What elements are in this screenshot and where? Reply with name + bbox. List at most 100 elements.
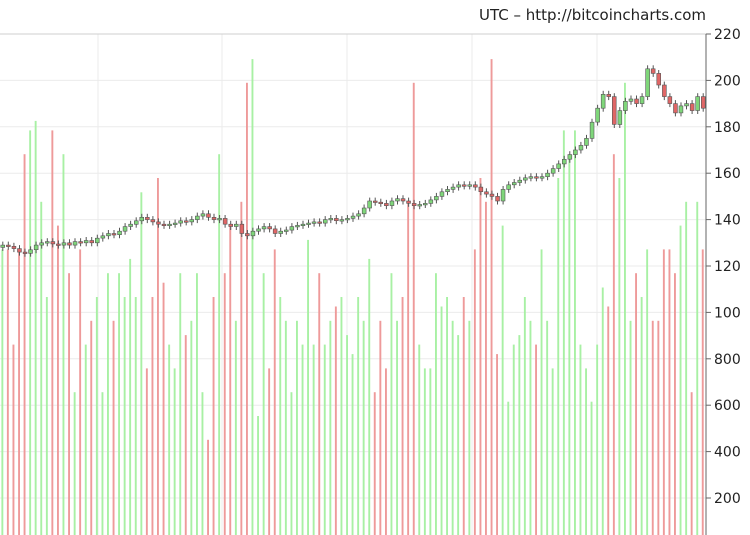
candle-body	[195, 215, 200, 220]
candle-body	[422, 203, 428, 206]
volume-bar	[590, 401, 593, 535]
volume-bar	[485, 201, 487, 535]
candle-body	[678, 105, 684, 114]
candle-body	[439, 191, 445, 197]
candle-body	[217, 218, 222, 221]
volume-bar	[273, 249, 276, 535]
candle-body	[606, 94, 611, 97]
candle-body	[106, 233, 111, 237]
candle-body	[44, 241, 50, 244]
volume-bar	[51, 130, 54, 535]
volume-bar	[523, 297, 526, 535]
y-tick-label: 800	[714, 352, 741, 368]
volume-bar	[79, 249, 82, 535]
volume-bar	[546, 320, 549, 535]
volume-bar	[34, 120, 37, 535]
volume-bar	[168, 344, 171, 535]
candle-body	[595, 107, 600, 123]
volume-bar	[690, 392, 693, 535]
candle-body	[573, 149, 578, 155]
candle-body	[172, 222, 178, 225]
volume-bar	[496, 354, 498, 535]
volume-bar	[579, 344, 582, 535]
candle-body	[22, 251, 28, 254]
volume-bar	[279, 297, 282, 535]
candle-body	[467, 184, 472, 187]
volume-bar	[162, 282, 165, 535]
candle-body	[189, 219, 195, 223]
candle-body	[411, 203, 417, 206]
volume-bar	[362, 320, 365, 535]
volume-bar	[68, 273, 70, 535]
volume-bar	[373, 392, 376, 535]
candle-body	[67, 242, 72, 246]
volume-bar	[651, 320, 654, 535]
candle-body	[39, 242, 44, 246]
volume-bar	[701, 249, 704, 535]
candle-body	[278, 230, 283, 234]
candle-body	[561, 159, 567, 165]
candle-body	[361, 207, 367, 215]
candle-body	[228, 223, 234, 227]
volume-bar	[290, 392, 293, 535]
candle-body	[589, 121, 595, 139]
y-tick-label: 400	[714, 445, 741, 461]
volume-bar	[62, 154, 65, 535]
candle-body	[283, 229, 289, 232]
volume-bar	[668, 249, 671, 535]
volume-bar	[173, 368, 176, 535]
candle-body	[528, 176, 534, 179]
volume-bar	[440, 306, 443, 535]
candle-body	[428, 199, 434, 204]
candle-body	[434, 196, 439, 201]
volume-bar	[218, 154, 221, 535]
candle-body	[545, 172, 550, 177]
candle-body	[156, 221, 161, 225]
y-tick-label: 200	[714, 491, 741, 507]
candle-body	[400, 198, 406, 202]
source-label: UTC – http://bitcoincharts.com	[478, 6, 706, 24]
candle-body	[245, 233, 250, 237]
volume-bar	[12, 344, 15, 535]
volume-bar	[423, 368, 426, 535]
candle-body	[617, 110, 623, 125]
candle-body	[417, 204, 422, 207]
volume-bar	[629, 320, 632, 535]
candle-body	[322, 219, 328, 224]
candle-body	[250, 230, 256, 237]
volume-bar	[284, 320, 287, 535]
candle-body	[539, 176, 545, 179]
candle-body	[634, 98, 639, 104]
candle-body	[6, 244, 11, 247]
volume-bar	[257, 416, 259, 535]
volume-bar	[585, 368, 587, 535]
candle-body	[578, 145, 584, 151]
candle-body	[673, 103, 678, 114]
volume-bar	[329, 320, 332, 535]
volume-bar	[84, 344, 87, 535]
candle-body	[456, 184, 461, 188]
volume-bar	[296, 320, 298, 535]
candle-body	[395, 198, 400, 202]
candle-body	[550, 168, 556, 174]
volume-bar	[18, 249, 20, 535]
volume-bar	[112, 320, 115, 535]
volume-bar	[351, 354, 354, 535]
volume-bar	[429, 368, 432, 535]
volume-bar	[145, 368, 148, 535]
volume-bar	[6, 249, 9, 535]
candle-body	[339, 219, 345, 222]
volume-bar	[1, 249, 4, 535]
volume-bar	[151, 297, 154, 535]
candle-body	[61, 242, 67, 246]
volume-bar	[323, 344, 326, 535]
volume-bar	[468, 320, 471, 535]
volume-bar	[535, 344, 537, 535]
volume-bar	[390, 273, 393, 535]
candle-body	[478, 186, 484, 193]
volume-bar	[696, 201, 699, 535]
candle-body	[506, 184, 511, 190]
candle-body	[406, 200, 411, 204]
candle-body	[11, 246, 17, 249]
volume-bar	[101, 392, 104, 535]
